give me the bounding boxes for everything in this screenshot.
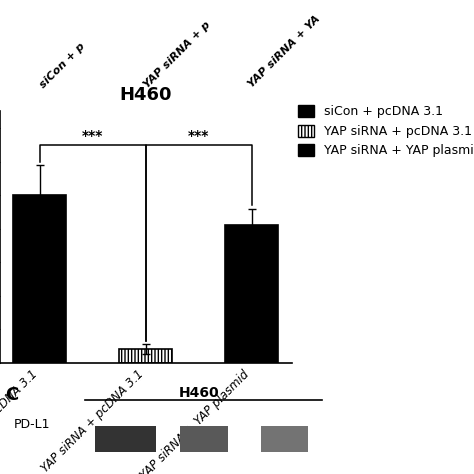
Bar [119, 349, 173, 363]
Text: ***: *** [82, 129, 103, 143]
Bar [226, 225, 278, 363]
Bar [180, 427, 228, 452]
Title: H460: H460 [119, 86, 172, 104]
Text: YAP siRNA + YA: YAP siRNA + YA [246, 14, 322, 90]
Legend: siCon + pcDNA 3.1, YAP siRNA + pcDNA 3.1, YAP siRNA + YAP plasmid: siCon + pcDNA 3.1, YAP siRNA + pcDNA 3.1… [298, 105, 474, 157]
Text: siCon + p: siCon + p [38, 41, 87, 90]
Bar [95, 427, 156, 452]
Text: PD-L1: PD-L1 [14, 418, 51, 431]
Text: ***: *** [188, 129, 210, 143]
Text: YAP siRNA + p: YAP siRNA + p [142, 19, 213, 90]
Bar [13, 195, 66, 363]
Text: H460: H460 [179, 386, 219, 400]
Bar [261, 427, 308, 452]
Text: C: C [5, 386, 18, 404]
